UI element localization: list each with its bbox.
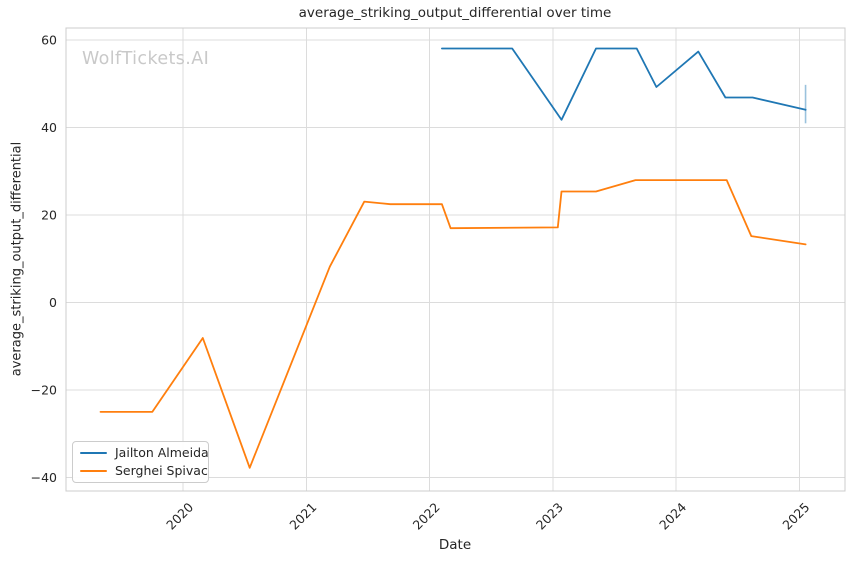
- legend-label: Serghei Spivac: [115, 463, 208, 478]
- chart-title: average_striking_output_differential ove…: [298, 5, 612, 21]
- legend-line-swatch-orange: [80, 469, 107, 473]
- watermark: WolfTickets.AI: [82, 49, 210, 69]
- line-serghei-spivac: [99, 179, 807, 469]
- y-tick-label: 60: [41, 33, 57, 48]
- x-tick-label: 2021: [286, 500, 319, 533]
- y-tick-label: −20: [31, 383, 57, 398]
- y-tick-label: 20: [41, 208, 57, 223]
- line-jailton-almeida: [440, 47, 807, 121]
- y-axis-label: average_striking_output_differential: [9, 141, 25, 377]
- legend-line-swatch-blue: [80, 451, 107, 455]
- legend-item-jailton-almeida: Jailton Almeida: [80, 446, 209, 460]
- legend: Jailton Almeida Serghei Spivac: [72, 441, 209, 483]
- y-tick-label: −40: [31, 470, 57, 485]
- x-tick-label: 2022: [410, 500, 443, 533]
- legend-label: Jailton Almeida: [115, 445, 209, 461]
- y-tick-label: 40: [41, 120, 57, 135]
- x-tick-label: 2023: [533, 500, 566, 533]
- legend-item-serghei-spivac: Serghei Spivac: [80, 464, 208, 478]
- x-tick-label: 2025: [779, 500, 812, 533]
- y-tick-label: 0: [49, 295, 57, 310]
- plot-border: [65, 27, 846, 492]
- x-tick-label: 2020: [163, 499, 196, 532]
- x-axis-label: Date: [438, 537, 472, 553]
- x-tick-label: 2024: [656, 499, 689, 532]
